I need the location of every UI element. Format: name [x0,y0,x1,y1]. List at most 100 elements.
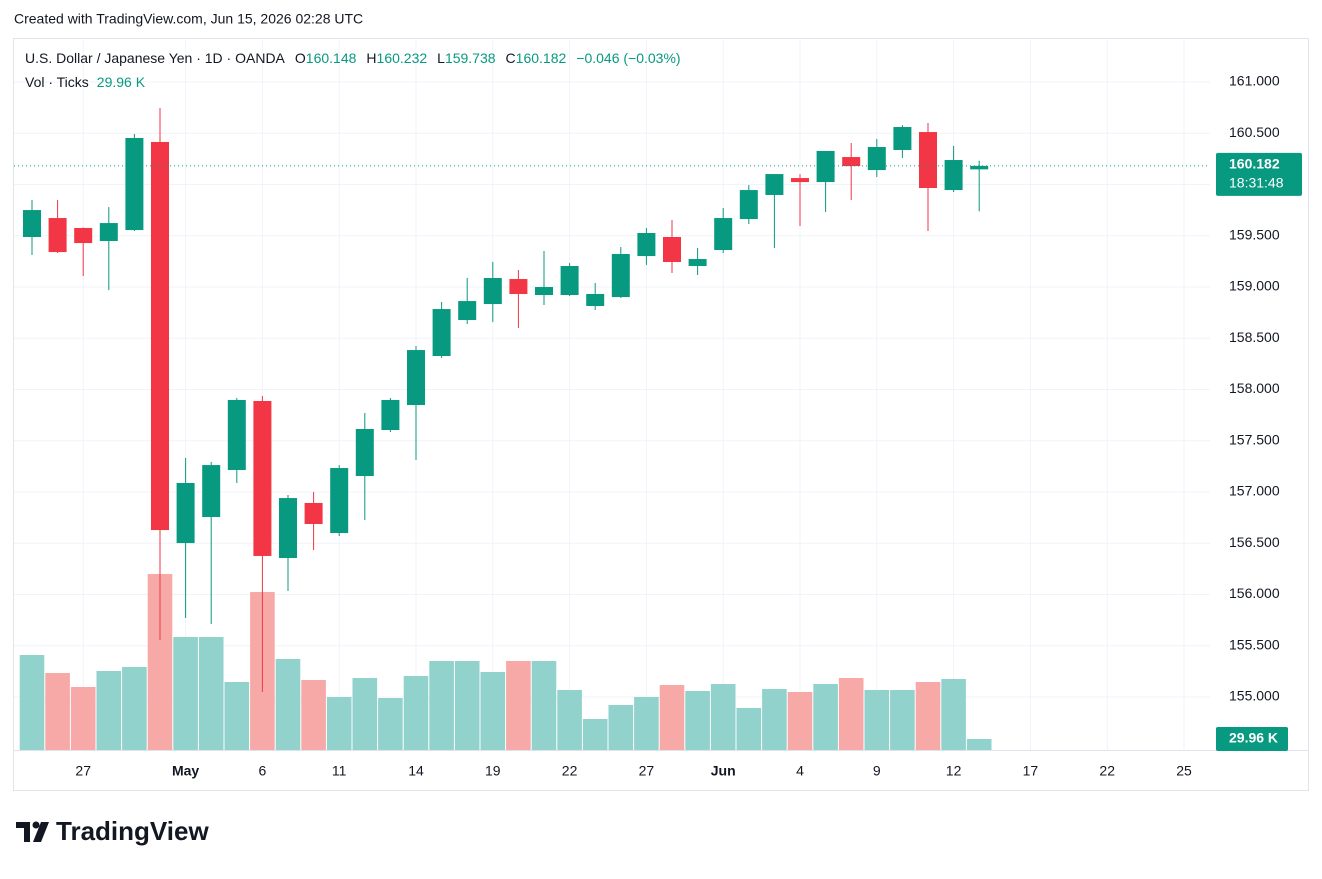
volume-bar [710,683,736,750]
candle-body [458,301,477,321]
volume-bar [19,655,45,750]
brand-logo [16,821,49,842]
volume-bar [762,689,787,750]
candle-body [611,254,630,298]
volume-bar [736,707,762,750]
volume-bar [685,690,710,750]
volume-bar [941,678,966,750]
price-label: 160.182 [1229,156,1280,172]
candle-body [688,259,707,267]
volume-bar [352,678,378,750]
change: −0.046 (−0.03%) [576,50,680,66]
volume-bar [173,636,198,750]
x-tick-label: 25 [1176,763,1192,779]
volume-value: 29.96 K [97,74,146,90]
volume-label-box [1216,727,1288,751]
x-tick-label: 27 [639,763,655,779]
candle-body [151,141,169,531]
volume-bar [275,659,301,750]
volume-bar [301,679,326,750]
ohlc-value: 159.738 [445,50,496,66]
volume-bar [531,661,557,750]
candle-body [381,399,400,431]
y-tick-label: 159.500 [1229,226,1280,242]
candle-body [227,399,246,470]
x-tick-label: 22 [1099,763,1115,779]
candle-body [279,498,297,559]
candle-body [304,502,323,524]
candle-body [944,160,963,191]
volume-bar [582,719,608,750]
volume-bar [864,690,890,750]
volume-bar [480,672,506,750]
y-tick-label: 161.000 [1229,73,1280,89]
volume-bar [813,683,838,750]
candle-body [432,309,451,356]
volume-bar [915,682,941,750]
y-tick-label: 159.000 [1229,278,1280,294]
y-tick-label: 158.000 [1229,380,1280,396]
x-tick-label: 6 [259,763,267,779]
symbol: U.S. Dollar / Japanese Yen · 1D · OANDA [25,50,286,66]
volume-bar [198,636,224,750]
volume-bar [506,661,531,750]
candle-body [714,218,733,251]
x-tick-label: 4 [796,763,804,779]
x-tick-label: 17 [1023,763,1039,779]
y-tick-label: 157.000 [1229,483,1280,499]
volume-bar [890,690,915,750]
volume-bar [454,661,480,750]
candle-body [586,293,605,306]
volume-bar [403,676,429,750]
countdown-label: 18:31:48 [1229,175,1284,191]
candle-body [867,147,886,171]
candle-body [663,237,681,263]
candle-body [48,218,67,253]
volume-bar [45,673,70,750]
x-tick-label: 22 [562,763,578,779]
ohlc-letter: L [437,50,445,66]
candle-body [330,468,349,534]
legend-header: U.S. Dollar / Japanese Yen · 1D · OANDA O… [25,50,681,66]
candle-body [99,223,118,241]
price-label-box [1216,152,1302,196]
candle-body [253,400,272,556]
x-tick-label: Jun [711,763,736,779]
y-tick-label: 156.500 [1229,534,1280,550]
x-tick-label: May [172,763,199,779]
ohlc-value: 160.148 [306,50,357,66]
volume-bar [557,690,582,750]
chart-title: Created with TradingView.com, Jun 15, 20… [14,11,363,27]
volume-bar [70,686,96,750]
brand-name: TradingView [56,816,209,846]
ohlc-value: 160.232 [377,50,428,66]
ohlc-letter: H [366,50,376,66]
candle-body [970,165,989,170]
chart-frame [13,38,1309,791]
candle-body [739,190,758,220]
candle-body [637,233,656,257]
candle-body [74,227,93,244]
candle-body [483,277,502,305]
candle-body [842,157,861,167]
candle-body [765,174,784,195]
volume-bar [122,666,147,750]
candle-body [355,428,374,477]
volume-label: 29.96 K [1229,730,1278,746]
x-tick-label: 9 [873,763,881,779]
ohlc-letter: C [506,50,516,66]
candle-body [535,287,553,296]
candle-body [791,178,809,183]
volume-bar [634,697,659,750]
x-tick-label: 11 [332,763,347,779]
volume-bar [224,682,250,750]
volume-bar [326,697,352,750]
y-tick-label: 160.500 [1229,124,1280,140]
volume-bar [659,685,685,750]
ohlc-value: 160.182 [516,50,567,66]
y-tick-label: 157.500 [1229,431,1280,447]
x-tick-label: 14 [408,763,424,779]
candle-body [23,210,41,238]
candle-body [407,350,425,405]
